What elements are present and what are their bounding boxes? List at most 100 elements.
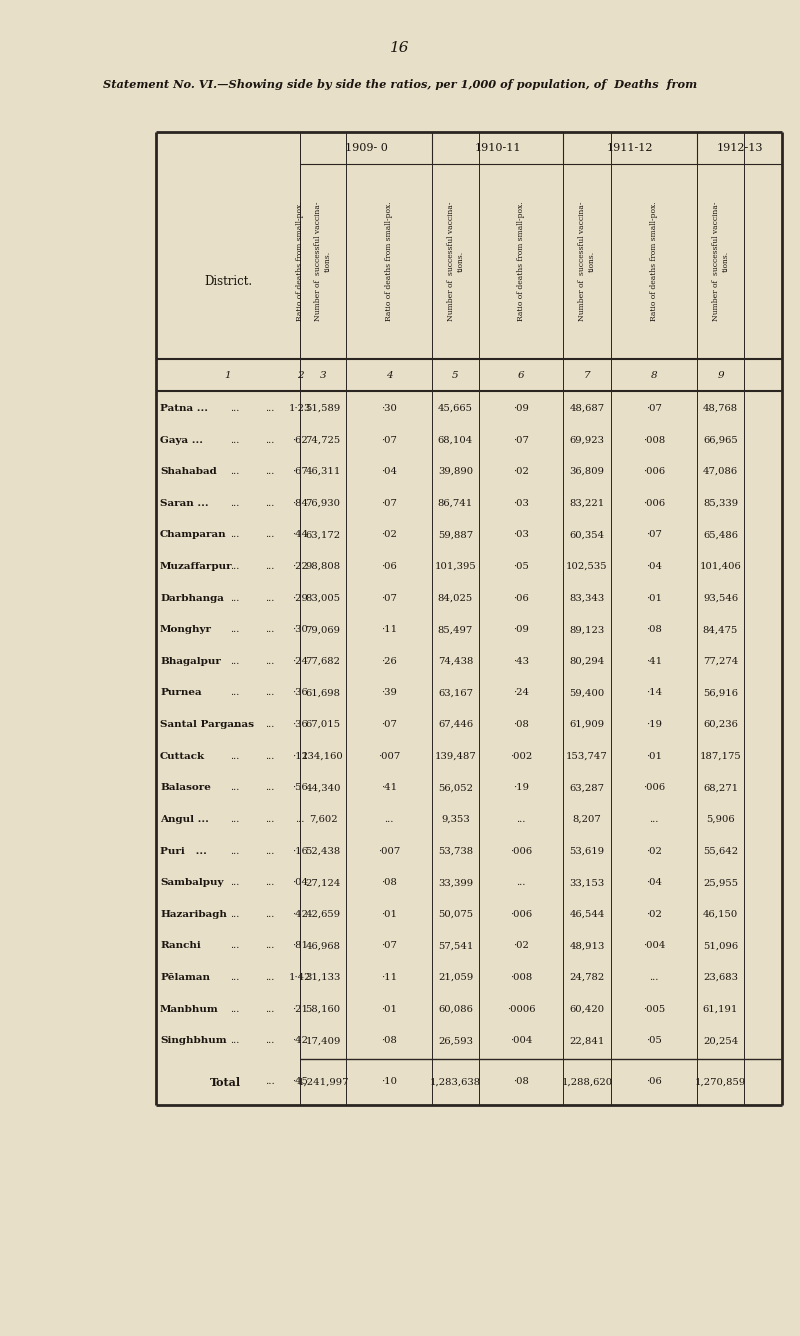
Text: ·07: ·07	[646, 530, 662, 540]
Text: ·26: ·26	[381, 657, 397, 665]
Text: 1,283,638: 1,283,638	[430, 1078, 481, 1086]
Text: ·08: ·08	[381, 1037, 397, 1045]
Text: ...: ...	[230, 530, 240, 540]
Text: ...: ...	[266, 752, 274, 760]
Text: ...: ...	[650, 815, 658, 824]
Text: ·08: ·08	[381, 878, 397, 887]
Text: 56,052: 56,052	[438, 783, 473, 792]
Text: 134,160: 134,160	[302, 752, 344, 760]
Text: 83,005: 83,005	[306, 593, 341, 603]
Text: ·01: ·01	[646, 752, 662, 760]
Text: ·30: ·30	[381, 403, 397, 413]
Text: ·02: ·02	[513, 468, 529, 476]
Text: 77,274: 77,274	[703, 657, 738, 665]
Text: ·09: ·09	[513, 625, 529, 635]
Text: 8: 8	[650, 370, 658, 379]
Text: ·19: ·19	[646, 720, 662, 729]
Text: 59,400: 59,400	[570, 688, 605, 697]
Text: Angul ...: Angul ...	[160, 815, 209, 824]
Text: ·03: ·03	[513, 498, 529, 508]
Text: 85,339: 85,339	[703, 498, 738, 508]
Text: 5,906: 5,906	[706, 815, 735, 824]
Text: Ratio of deaths from small-pox.: Ratio of deaths from small-pox.	[296, 202, 304, 322]
Text: ·007: ·007	[378, 752, 400, 760]
Text: 57,541: 57,541	[438, 942, 473, 950]
Text: ·62: ·62	[292, 436, 308, 445]
Text: 39,890: 39,890	[438, 468, 473, 476]
Text: Hazaribagh: Hazaribagh	[160, 910, 227, 919]
Text: Ranchi: Ranchi	[160, 942, 201, 950]
Text: 46,311: 46,311	[306, 468, 341, 476]
Text: ...: ...	[230, 878, 240, 887]
Text: 60,236: 60,236	[703, 720, 738, 729]
Text: ·006: ·006	[510, 910, 532, 919]
Text: 23,683: 23,683	[703, 973, 738, 982]
Text: 4: 4	[386, 370, 392, 379]
Text: Saran ...: Saran ...	[160, 498, 209, 508]
Text: Santal Parganas: Santal Parganas	[160, 720, 254, 729]
Text: ...: ...	[650, 973, 658, 982]
Text: ...: ...	[230, 498, 240, 508]
Text: Ratio of deaths from small-pox.: Ratio of deaths from small-pox.	[385, 202, 393, 322]
Text: 45,665: 45,665	[438, 403, 473, 413]
Text: 102,535: 102,535	[566, 562, 608, 570]
Text: ...: ...	[230, 1005, 240, 1014]
Text: Number of  successful vaccina-
tions.: Number of successful vaccina- tions.	[578, 202, 596, 321]
Text: ·0006: ·0006	[506, 1005, 535, 1014]
Text: Bhagalpur: Bhagalpur	[160, 657, 221, 665]
Text: Pēlaman: Pēlaman	[160, 973, 210, 982]
Text: ...: ...	[266, 783, 274, 792]
Text: ·67: ·67	[292, 468, 308, 476]
Text: 80,294: 80,294	[570, 657, 605, 665]
Text: ...: ...	[516, 815, 526, 824]
Text: 65,486: 65,486	[703, 530, 738, 540]
Text: 7,602: 7,602	[309, 815, 338, 824]
Text: 83,221: 83,221	[570, 498, 605, 508]
Text: ...: ...	[230, 657, 240, 665]
Text: 53,738: 53,738	[438, 847, 473, 855]
Text: 153,747: 153,747	[566, 752, 608, 760]
Text: 68,104: 68,104	[438, 436, 473, 445]
Text: ...: ...	[266, 720, 274, 729]
Text: ·41: ·41	[381, 783, 397, 792]
Text: 74,725: 74,725	[306, 436, 341, 445]
Text: 31,133: 31,133	[306, 973, 341, 982]
Text: 60,420: 60,420	[570, 1005, 605, 1014]
Text: ·56: ·56	[292, 783, 308, 792]
Text: 24,782: 24,782	[570, 973, 605, 982]
Text: ·04: ·04	[381, 468, 397, 476]
Text: ·41: ·41	[646, 657, 662, 665]
Text: ...: ...	[230, 625, 240, 635]
Text: 1: 1	[225, 370, 231, 379]
Text: 52,438: 52,438	[306, 847, 341, 855]
Text: 47,086: 47,086	[703, 468, 738, 476]
Text: ...: ...	[230, 436, 240, 445]
Text: 66,965: 66,965	[703, 436, 738, 445]
Text: 46,150: 46,150	[703, 910, 738, 919]
Text: 84,025: 84,025	[438, 593, 473, 603]
Text: ...: ...	[266, 688, 274, 697]
Text: 51,589: 51,589	[306, 403, 341, 413]
Text: 1910-11: 1910-11	[474, 143, 521, 154]
Text: 1912-13: 1912-13	[716, 143, 762, 154]
Text: 46,968: 46,968	[306, 942, 341, 950]
Text: 9: 9	[717, 370, 724, 379]
Text: 61,909: 61,909	[570, 720, 605, 729]
Text: ·04: ·04	[292, 878, 308, 887]
Text: Sambalpuy: Sambalpuy	[160, 878, 223, 887]
Text: ·006: ·006	[643, 498, 665, 508]
Text: 7: 7	[584, 370, 590, 379]
Text: ·08: ·08	[513, 1078, 529, 1086]
Text: ...: ...	[266, 403, 274, 413]
Text: ·008: ·008	[510, 973, 532, 982]
Text: District.: District.	[204, 275, 252, 289]
Text: 1·23: 1·23	[289, 403, 311, 413]
Text: 60,086: 60,086	[438, 1005, 473, 1014]
Text: 17,409: 17,409	[306, 1037, 341, 1045]
Text: 16: 16	[390, 41, 410, 55]
Text: Number of  successful vaccina-
tions.: Number of successful vaccina- tions.	[712, 202, 730, 321]
Text: ·01: ·01	[381, 910, 397, 919]
Text: 67,015: 67,015	[306, 720, 341, 729]
Text: Muzaffarpur: Muzaffarpur	[160, 562, 233, 570]
Text: ...: ...	[266, 498, 274, 508]
